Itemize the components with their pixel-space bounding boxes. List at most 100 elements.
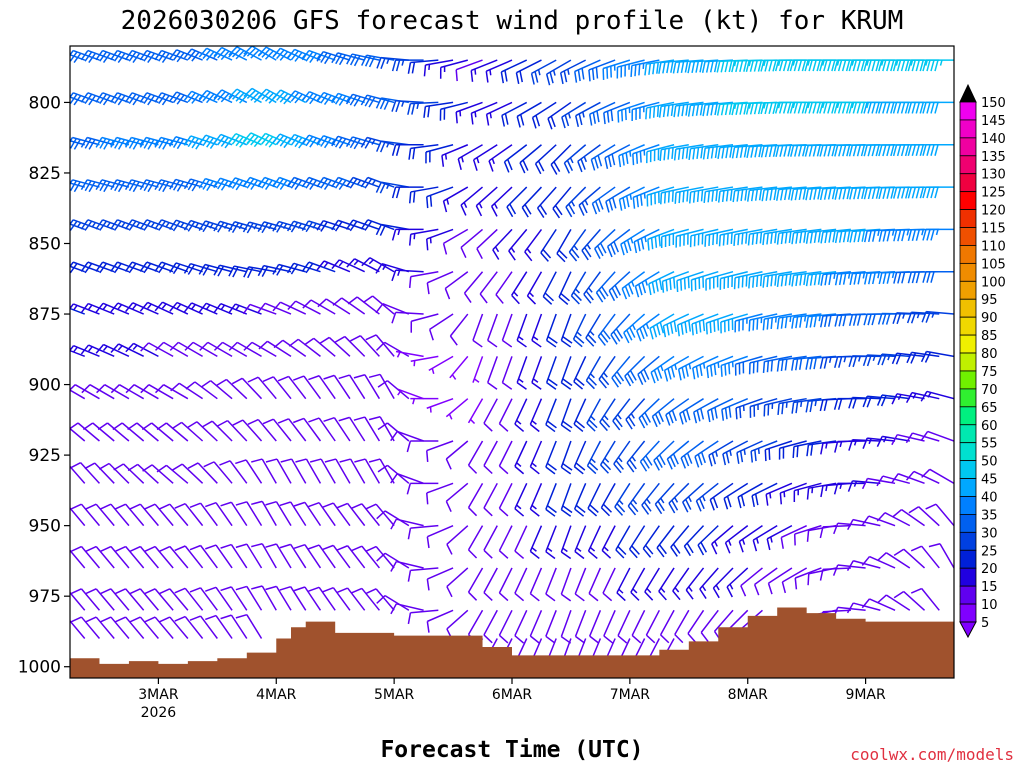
barb-shaft (734, 270, 763, 279)
barb-full-tick (391, 312, 397, 324)
barb-full-tick (813, 357, 817, 370)
barb-full-tick (803, 273, 807, 286)
wind-barb (628, 525, 646, 559)
wind-barb (365, 588, 395, 611)
barb-shaft (623, 313, 646, 334)
barb-shaft (794, 524, 822, 535)
barb-full-tick (217, 222, 225, 233)
barb-full-tick (922, 59, 927, 72)
barb-full-tick (745, 275, 748, 287)
wind-barb (588, 101, 616, 126)
barb-full-tick (205, 586, 217, 592)
barb-full-tick (80, 219, 89, 230)
wind-barb (376, 594, 410, 611)
barb-full-tick (757, 60, 762, 72)
barb-shaft (545, 440, 557, 468)
barb-full-tick (897, 229, 902, 242)
barb-full-tick (429, 195, 433, 207)
barb-shaft (550, 144, 572, 166)
barb-full-tick (588, 593, 599, 602)
barb-full-tick (169, 136, 177, 147)
barb-full-tick (907, 229, 912, 242)
barb-shaft (472, 356, 484, 383)
barb-full-tick (277, 418, 289, 424)
barb-half-tick (631, 281, 635, 287)
barb-full-tick (301, 134, 310, 145)
barb-full-tick (183, 302, 193, 313)
barb-half-tick (811, 487, 814, 494)
wind-barb (174, 615, 204, 639)
barb-full-tick (797, 59, 803, 72)
barb-shaft (645, 609, 660, 636)
wind-barb (540, 228, 557, 262)
wind-barb (70, 53, 85, 61)
barb-full-tick (877, 552, 887, 561)
barb-full-tick (159, 545, 171, 552)
barb-full-tick (560, 382, 572, 390)
barb-half-tick (76, 222, 82, 228)
barb-half-tick (617, 414, 622, 420)
barb-full-tick (361, 257, 371, 267)
barb-shaft (778, 313, 807, 319)
barb-shaft (633, 228, 660, 243)
barb-full-tick (753, 102, 758, 115)
barb-full-tick (56, 139, 62, 149)
wind-barb (70, 588, 101, 611)
barb-full-tick (235, 50, 245, 60)
barb-full-tick (114, 616, 126, 623)
barb-full-tick (158, 263, 166, 274)
barb-full-tick (791, 275, 795, 287)
barb-full-tick (805, 232, 810, 244)
barb-full-tick (882, 272, 887, 285)
wind-barb (679, 398, 704, 425)
barb-shaft (516, 59, 542, 74)
colorbar-swatch (959, 245, 977, 264)
barb-shaft (70, 637, 71, 639)
barb-shaft (719, 144, 748, 149)
wind-barb (748, 270, 778, 289)
wind-barb (139, 261, 174, 274)
barb-full-tick (142, 464, 153, 472)
barb-full-tick (485, 114, 490, 126)
wind-barb (272, 301, 307, 315)
wind-barb (110, 92, 144, 106)
barb-half-tick (630, 237, 634, 244)
wind-barb (767, 567, 793, 595)
barb-full-tick (724, 103, 729, 116)
barb-shaft (647, 228, 675, 240)
barb-full-tick (663, 192, 667, 204)
wind-barb (630, 567, 646, 601)
barb-full-tick (658, 278, 663, 290)
colorbar-swatch (959, 262, 977, 282)
barb-shaft (514, 440, 528, 467)
barb-full-tick (354, 458, 366, 463)
wind-barb (536, 186, 557, 218)
barb-shaft (211, 420, 233, 442)
barb-shaft (397, 388, 424, 400)
wind-barb (205, 586, 233, 611)
barb-shaft (764, 228, 793, 235)
barb-full-tick (656, 547, 665, 558)
barb-full-tick (772, 102, 777, 114)
wind-barb (390, 430, 424, 442)
wind-barb (273, 339, 307, 357)
barb-full-tick (139, 302, 149, 312)
wind-barb (762, 355, 793, 374)
wind-barb (486, 356, 498, 390)
barb-full-tick (624, 108, 627, 121)
barb-full-tick (446, 543, 453, 555)
barb-full-tick (560, 551, 572, 560)
barb-full-tick (423, 106, 427, 118)
barb-full-tick (896, 312, 902, 325)
barb-shaft (646, 101, 675, 109)
barb-full-tick (823, 315, 828, 328)
barb-shaft (690, 59, 719, 63)
barb-full-tick (213, 303, 222, 314)
credit-text: coolwx.com/models (850, 745, 1014, 764)
wind-barb (114, 545, 145, 569)
colorbar-swatch (959, 388, 977, 408)
barb-full-tick (809, 400, 813, 413)
wind-barb (674, 186, 704, 204)
barb-half-tick (368, 259, 374, 265)
barb-shaft (602, 567, 616, 594)
